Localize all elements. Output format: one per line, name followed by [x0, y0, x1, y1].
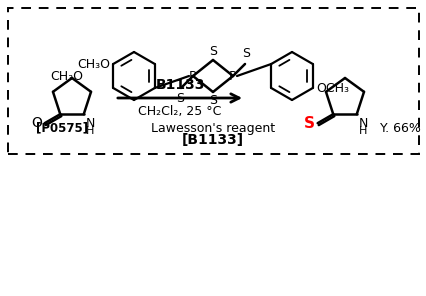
Text: S: S — [242, 47, 250, 60]
Text: O: O — [31, 116, 42, 130]
Text: [P0575]: [P0575] — [36, 121, 88, 134]
Text: OCH₃: OCH₃ — [315, 81, 348, 94]
Text: S: S — [176, 92, 184, 105]
Text: Y. 66%: Y. 66% — [379, 121, 420, 134]
Text: CH₃O: CH₃O — [77, 57, 110, 70]
Text: P: P — [229, 70, 236, 83]
Text: CH₃O: CH₃O — [50, 70, 83, 83]
Text: N: N — [358, 117, 367, 130]
Text: B1133: B1133 — [155, 78, 204, 92]
Text: Lawesson's reagent: Lawesson's reagent — [150, 121, 274, 134]
Text: H: H — [358, 126, 366, 136]
Text: CH₂Cl₂, 25 °C: CH₂Cl₂, 25 °C — [138, 104, 221, 118]
Text: N: N — [86, 117, 95, 130]
Text: P: P — [189, 70, 196, 83]
Bar — [8, 8, 418, 154]
Text: H: H — [86, 126, 94, 136]
Text: S: S — [303, 116, 314, 131]
Text: S: S — [208, 94, 216, 107]
Text: S: S — [208, 45, 216, 58]
Text: [B1133]: [B1133] — [181, 133, 244, 147]
